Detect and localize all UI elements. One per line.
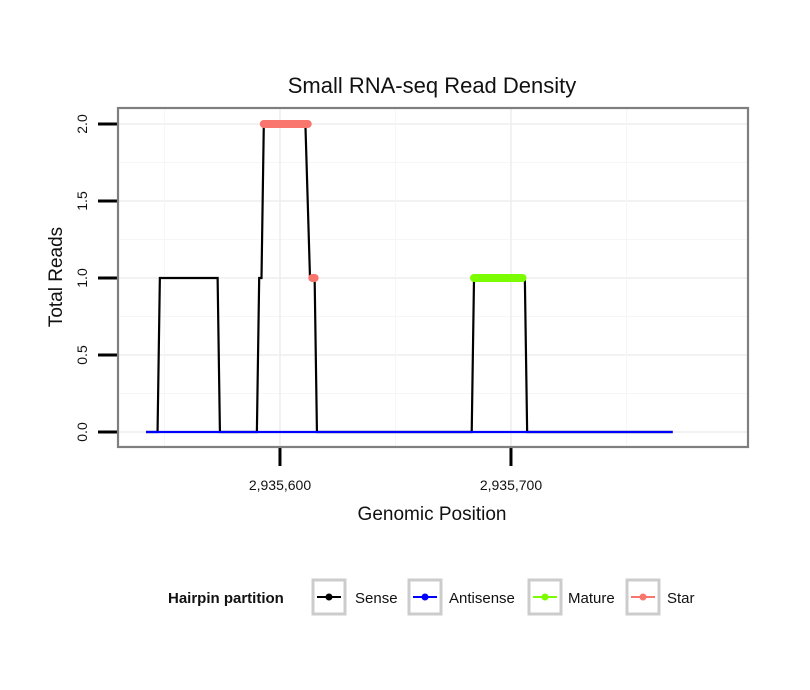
y-tick-label: 1.5 — [74, 191, 90, 211]
legend-title: Hairpin partition — [168, 590, 284, 607]
y-tick-label: 1.0 — [74, 268, 90, 288]
axes: 0.0 0.5 1.0 1.5 2.0 2,935,600 2,935,700 — [74, 114, 542, 493]
legend-label-mature: Mature — [568, 590, 615, 607]
x-axis-label: Genomic Position — [358, 504, 507, 525]
y-axis-label: Total Reads — [46, 227, 67, 327]
legend-label-sense: Sense — [355, 590, 398, 607]
chart-title: Small RNA-seq Read Density — [288, 73, 577, 98]
x-tick-label: 2,935,600 — [249, 477, 311, 493]
legend-label-antisense: Antisense — [449, 590, 515, 607]
y-tick-label: 2.0 — [74, 114, 90, 134]
x-tick-label: 2,935,700 — [480, 477, 542, 493]
legend-marker-antisense — [421, 593, 429, 601]
legend: Hairpin partition Sense Antisense Mature St… — [168, 578, 695, 616]
legend-marker-star — [639, 593, 647, 601]
series-layer — [146, 120, 673, 434]
legend-label-star: Star — [667, 590, 695, 607]
y-tick-label: 0.5 — [74, 345, 90, 365]
y-tick-label: 0.0 — [74, 422, 90, 442]
legend-marker-sense — [325, 593, 333, 601]
plot-border — [116, 106, 750, 449]
legend-marker-mature — [541, 593, 549, 601]
